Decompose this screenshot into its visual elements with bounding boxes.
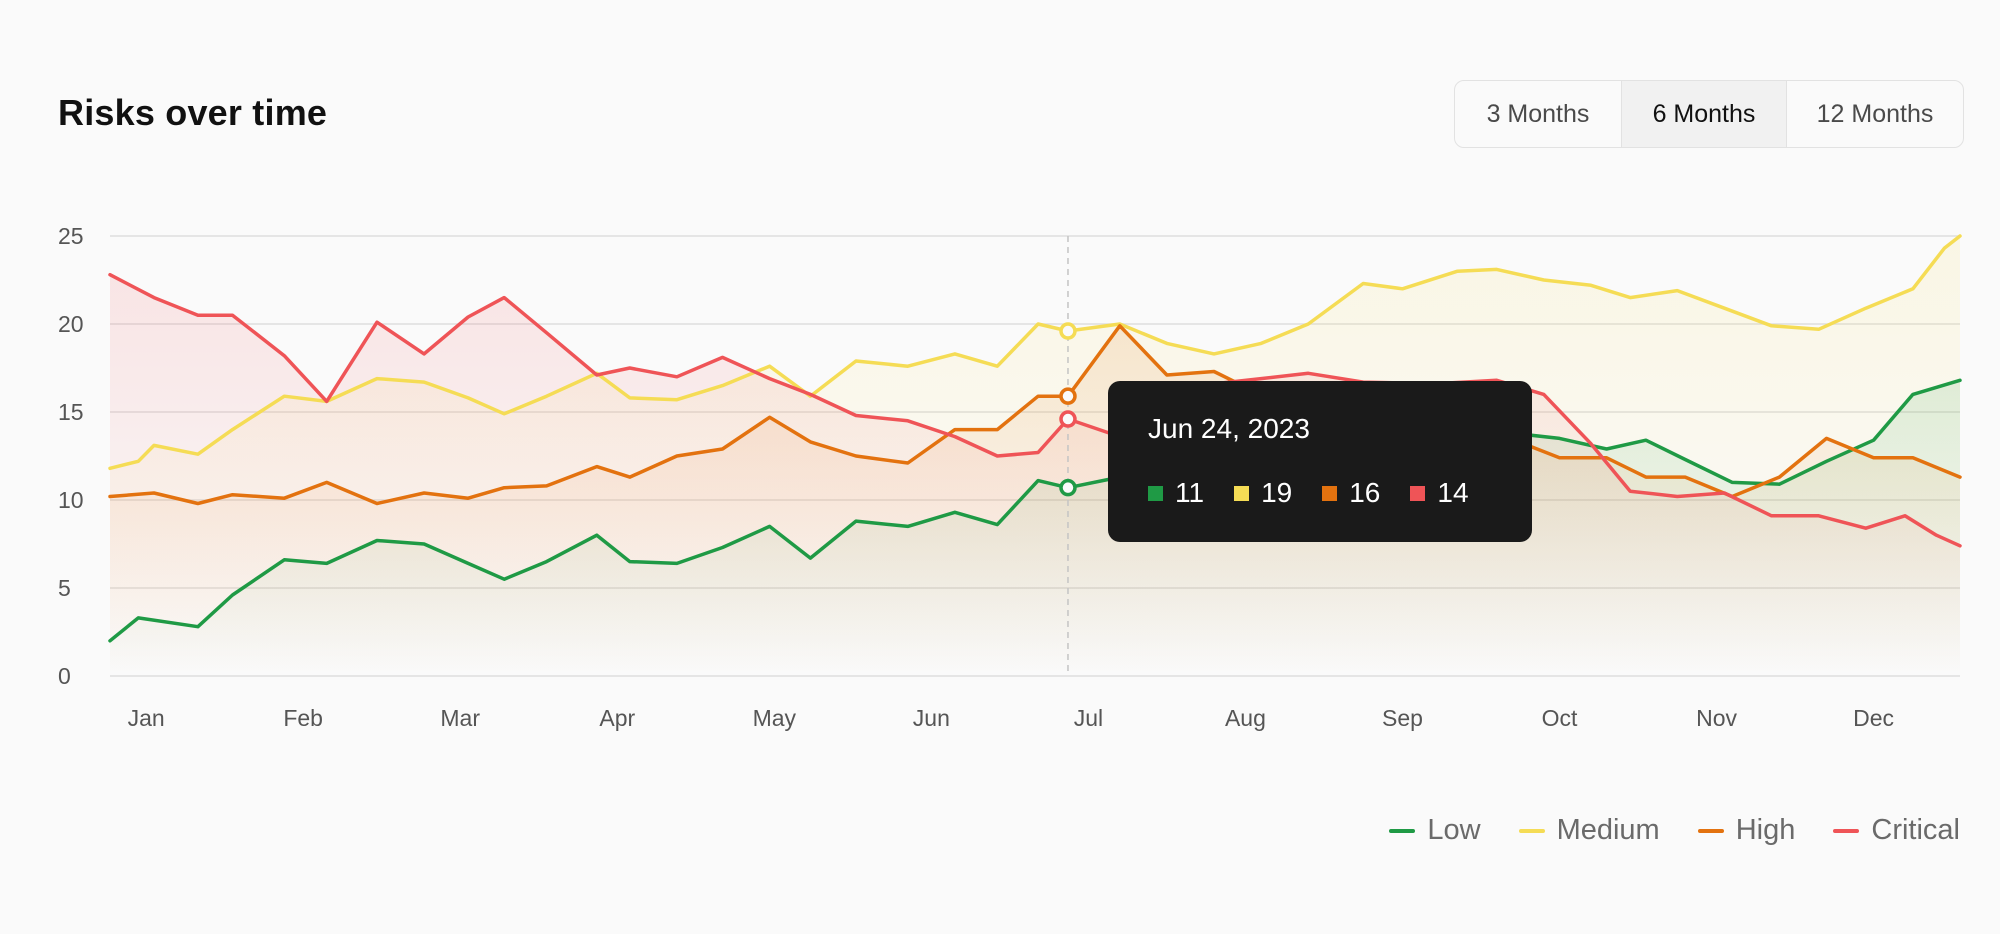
series-line-medium <box>108 234 1962 471</box>
legend-label-critical: Critical <box>1871 814 1960 846</box>
tooltip-swatch-high <box>1322 485 1338 501</box>
y-tick-label-15: 15 <box>58 399 84 425</box>
tooltip-swatch-medium <box>1234 485 1250 501</box>
chart-legend: Low Medium High Critical <box>1351 814 1960 847</box>
range-3-months-button[interactable]: 3 Months <box>1455 81 1622 147</box>
x-tick-label-feb: Feb <box>283 705 323 731</box>
y-tick-label-0: 0 <box>58 663 71 689</box>
tooltip-value-medium: 19 <box>1234 477 1292 509</box>
tooltip-value-high: 16 <box>1322 477 1380 509</box>
series-line-critical <box>108 272 1962 548</box>
tooltip-swatch-low <box>1148 485 1163 501</box>
x-tick-label-oct: Oct <box>1542 705 1578 731</box>
series-line-high <box>108 324 1962 506</box>
tooltip-value-low: 11 <box>1148 477 1204 509</box>
y-tick-label-20: 20 <box>58 311 84 337</box>
y-tick-label-25: 25 <box>58 223 84 249</box>
tooltip-high-value: 16 <box>1349 477 1381 508</box>
range-6-months-button[interactable]: 6 Months <box>1622 81 1787 147</box>
x-tick-label-apr: Apr <box>599 705 635 731</box>
legend-label-medium: Medium <box>1556 814 1660 846</box>
range-12-months-button[interactable]: 12 Months <box>1816 99 1934 128</box>
series-line-low <box>108 378 1962 643</box>
hover-tooltip: Jun 24, 2023 11 19 16 14 <box>1108 381 1532 542</box>
tooltip-values: 11 19 16 14 <box>1148 477 1499 509</box>
hover-point-medium <box>1059 322 1077 340</box>
legend-label-high: High <box>1735 814 1796 846</box>
x-tick-label-sep: Sep <box>1382 705 1423 731</box>
tooltip-low-value: 11 <box>1175 477 1205 508</box>
legend-swatch-high <box>1697 828 1724 833</box>
hover-point-high <box>1059 387 1077 405</box>
tooltip-swatch-critical <box>1410 485 1426 501</box>
hover-point-critical <box>1059 410 1077 428</box>
legend-item-high[interactable]: High <box>1697 814 1796 847</box>
legend-item-critical[interactable]: Critical <box>1833 814 1960 847</box>
x-tick-label-mar: Mar <box>440 705 480 731</box>
y-tick-label-5: 5 <box>58 575 71 601</box>
series-area-critical <box>110 274 1960 676</box>
legend-item-low[interactable]: Low <box>1389 814 1481 847</box>
legend-swatch-medium <box>1518 828 1545 833</box>
x-tick-label-jul: Jul <box>1074 705 1103 731</box>
tooltip-critical-value: 14 <box>1437 477 1469 508</box>
x-tick-label-may: May <box>753 705 797 731</box>
legend-swatch-low <box>1389 828 1416 833</box>
tooltip-date: Jun 24, 2023 <box>1148 413 1310 444</box>
tooltip-medium-value: 19 <box>1261 477 1293 508</box>
chart-title: Risks over time <box>58 92 328 133</box>
tooltip-value-critical: 14 <box>1410 477 1469 509</box>
x-tick-label-nov: Nov <box>1696 705 1737 731</box>
legend-item-medium[interactable]: Medium <box>1518 814 1660 847</box>
x-tick-label-jun: Jun <box>913 705 950 731</box>
time-range-selector: 3 Months 6 Months 12 Months <box>1454 80 1964 148</box>
x-tick-label-aug: Aug <box>1225 705 1266 731</box>
y-tick-label-10: 10 <box>58 487 84 513</box>
legend-label-low: Low <box>1427 814 1481 846</box>
x-tick-label-dec: Dec <box>1853 705 1894 731</box>
legend-swatch-critical <box>1833 828 1860 833</box>
x-tick-label-jan: Jan <box>128 705 165 731</box>
hover-point-low <box>1059 478 1077 497</box>
